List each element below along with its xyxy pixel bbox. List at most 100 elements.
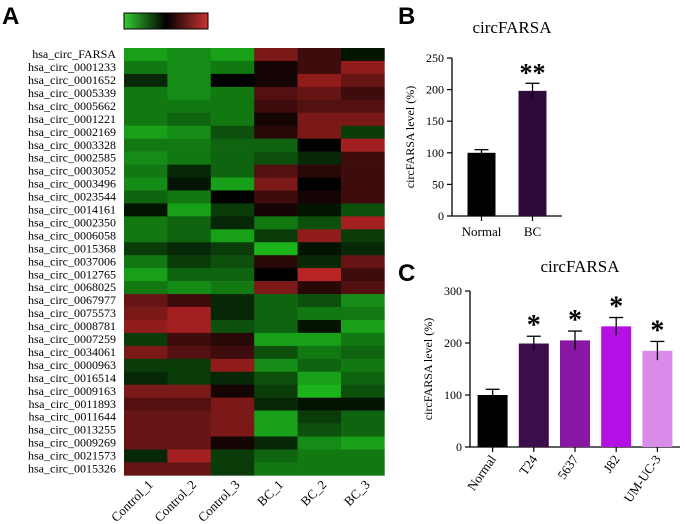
heatmap-cell	[167, 319, 212, 334]
heatmap-cell	[254, 151, 298, 165]
bar	[477, 395, 508, 447]
heatmap-row-label: hsa_circ_0034061	[28, 345, 116, 359]
heatmap-cell	[167, 462, 212, 476]
heatmap-row-label: hsa_circ_0012765	[28, 267, 116, 281]
heatmap-cell	[297, 371, 342, 385]
x-tick-label: Normal	[464, 452, 499, 493]
y-tick-label: 50	[432, 177, 444, 191]
heatmap-cell	[124, 423, 168, 437]
heatmap-cell	[167, 242, 212, 256]
heatmap-row-label: hsa_circ_0000963	[28, 358, 116, 372]
heatmap-cell	[341, 99, 385, 114]
heatmap-cell	[254, 125, 298, 139]
heatmap-cell	[341, 281, 385, 295]
heatmap-cell	[167, 281, 212, 295]
heatmap-cell	[124, 410, 168, 424]
heatmap-cell	[167, 86, 212, 101]
heatmap-cell	[341, 255, 385, 269]
heatmap-cell	[254, 48, 298, 62]
heatmap-cell	[210, 423, 255, 437]
heatmap-row-label: hsa_circ_0009163	[28, 384, 116, 398]
y-tick-label: 0	[456, 440, 462, 454]
heatmap-cell	[124, 332, 168, 347]
heatmap-cell	[254, 319, 298, 334]
heatmap-cell	[124, 73, 168, 88]
heatmap-cell	[167, 410, 212, 424]
heatmap-cell	[297, 294, 342, 308]
heatmap-cell	[167, 255, 212, 269]
panel-label-a: A	[2, 3, 19, 30]
heatmap-cell	[297, 73, 342, 88]
heatmap-cell	[341, 436, 385, 450]
heatmap-cell	[254, 436, 298, 450]
heatmap-row-label: hsa_circ_0068025	[28, 280, 116, 294]
heatmap-cell	[341, 203, 385, 217]
heatmap-cell	[167, 60, 212, 75]
heatmap-cell	[124, 216, 168, 230]
heatmap-cell	[297, 48, 342, 62]
heatmap-cell	[167, 99, 212, 114]
heatmap-cell	[254, 397, 298, 411]
heatmap-row-label: hsa_circ_0002585	[28, 151, 116, 165]
heatmap-cell	[167, 216, 212, 230]
heatmap-cell	[254, 462, 298, 476]
heatmap-cell	[341, 86, 385, 101]
heatmap-cell	[210, 345, 255, 360]
heatmap-cell	[210, 138, 255, 152]
heatmap-cell	[210, 151, 255, 165]
heatmap-cell	[254, 229, 298, 243]
heatmap-cell	[167, 268, 212, 282]
heatmap-cell	[124, 371, 168, 385]
heatmap-cell	[124, 138, 168, 152]
x-tick-label: UM-UC-3	[620, 452, 663, 505]
y-axis-label: circFARSA level (%)	[421, 318, 435, 420]
y-tick-label: 250	[426, 51, 444, 65]
heatmap-cell	[210, 397, 255, 411]
heatmap-cell	[124, 203, 168, 217]
y-tick-label: 200	[444, 336, 462, 350]
heatmap-cell	[210, 229, 255, 243]
heatmap-row-label: hsa_circ_0021573	[28, 449, 116, 463]
significance-marker: *	[650, 315, 664, 346]
heatmap-cell	[254, 345, 298, 360]
heatmap-cell	[210, 216, 255, 230]
heatmap-cell	[297, 177, 342, 191]
heatmap-cell	[210, 332, 255, 347]
heatmap-cell	[341, 384, 385, 398]
heatmap-cell	[341, 177, 385, 191]
heatmap-cell	[297, 410, 342, 424]
heatmap-row-label: hsa_circ_0001233	[28, 60, 116, 74]
y-tick-label: 150	[426, 114, 444, 128]
heatmap-cell	[341, 60, 385, 75]
heatmap-cell	[341, 242, 385, 256]
heatmap-cell	[124, 436, 168, 450]
chart-title: circFARSA	[540, 257, 620, 276]
heatmap-row-label: hsa_circ_0013255	[28, 423, 116, 437]
heatmap-cell	[254, 268, 298, 282]
heatmap-cell	[341, 319, 385, 334]
heatmap-cell	[167, 164, 212, 178]
heatmap-cell	[297, 216, 342, 230]
heatmap-cell	[254, 371, 298, 385]
significance-marker: **	[520, 58, 546, 87]
significance-marker: *	[568, 305, 582, 336]
heatmap-cell	[124, 462, 168, 476]
heatmap-cell	[297, 397, 342, 411]
heatmap-cell	[254, 358, 298, 373]
heatmap-cell	[210, 294, 255, 308]
heatmap-cell	[124, 48, 168, 62]
heatmap-row-label: hsa_circ_0075573	[28, 306, 116, 320]
heatmap-cell	[210, 436, 255, 450]
heatmap-cell	[341, 358, 385, 373]
heatmap-cell	[210, 384, 255, 398]
heatmap-cell	[297, 384, 342, 398]
heatmap-cell	[210, 281, 255, 295]
heatmap-cell	[210, 319, 255, 334]
heatmap-cell	[297, 86, 342, 101]
x-tick-label: BC	[524, 224, 541, 239]
heatmap-cell	[124, 164, 168, 178]
heatmap-cell	[297, 449, 342, 463]
y-tick-label: 0	[438, 209, 444, 223]
heatmap-panel-a: hsa_circ_FARSAhsa_circ_0001233hsa_circ_0…	[28, 47, 385, 524]
heatmap-cell	[124, 255, 168, 269]
